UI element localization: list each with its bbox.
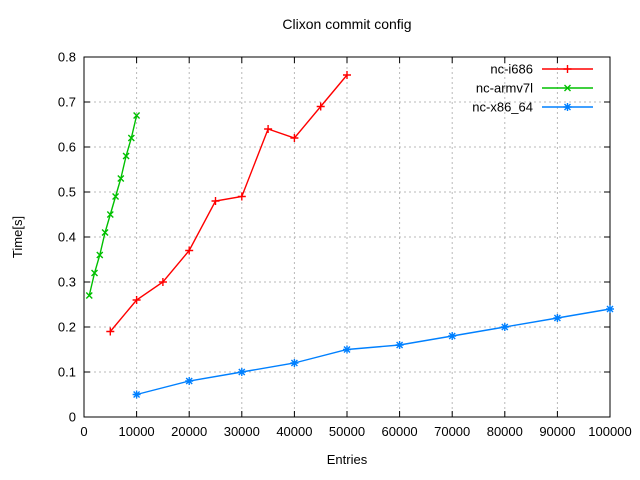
legend-marker-nc-armv7l <box>564 84 571 92</box>
x-tick-label: 0 <box>80 424 87 439</box>
y-tick-label: 0.4 <box>58 230 76 245</box>
x-tick-label: 30000 <box>224 424 260 439</box>
legend-label-nc-armv7l: nc-armv7l <box>476 81 533 96</box>
x-tick-label: 100000 <box>588 424 631 439</box>
data-point-marker-nc-x86_64 <box>343 345 351 354</box>
y-tick-label: 0.2 <box>58 320 76 335</box>
data-point-marker-nc-x86_64 <box>132 390 141 399</box>
data-point-marker-nc-i686 <box>185 246 194 255</box>
y-tick-label: 0.6 <box>58 140 76 155</box>
data-point-marker-nc-i686 <box>264 125 273 133</box>
data-point-marker-nc-armv7l <box>91 269 99 277</box>
data-point-marker-nc-x86_64 <box>606 305 614 313</box>
y-tick-label: 0.5 <box>58 185 76 200</box>
y-tick-label: 0.8 <box>58 50 76 65</box>
legend-marker-nc-i686 <box>563 65 572 73</box>
data-point-marker-nc-x86_64 <box>448 332 457 340</box>
series-line-nc-x86_64 <box>136 308 611 396</box>
data-point-marker-nc-i686 <box>211 197 220 205</box>
data-point-marker-nc-i686 <box>343 71 351 79</box>
x-tick-label: 80000 <box>487 424 523 439</box>
data-point-marker-nc-x86_64 <box>500 323 509 331</box>
x-tick-label: 60000 <box>382 424 418 439</box>
x-tick-label: 90000 <box>539 424 575 439</box>
data-point-marker-nc-i686 <box>106 327 115 336</box>
y-tick-label: 0.1 <box>58 365 76 380</box>
x-tick-label: 40000 <box>276 424 312 439</box>
data-point-marker-nc-x86_64 <box>237 368 246 376</box>
data-point-marker-nc-armv7l <box>127 134 135 142</box>
legend-label-nc-i686: nc-i686 <box>490 62 533 77</box>
data-point-marker-nc-armv7l <box>96 251 104 259</box>
chart-title: Clixon commit config <box>282 16 411 32</box>
data-point-marker-nc-x86_64 <box>290 359 299 367</box>
data-point-marker-nc-x86_64 <box>395 341 404 349</box>
data-point-marker-nc-armv7l <box>101 229 109 236</box>
x-tick-label: 70000 <box>434 424 470 439</box>
data-point-marker-nc-x86_64 <box>553 314 562 322</box>
data-point-marker-nc-armv7l <box>112 193 120 200</box>
legend-marker-nc-x86_64 <box>563 103 572 111</box>
series-line-nc-armv7l <box>88 115 138 296</box>
data-point-marker-nc-armv7l <box>133 112 141 119</box>
y-tick-label: 0.7 <box>58 95 76 110</box>
data-point-marker-nc-armv7l <box>85 292 93 299</box>
data-point-marker-nc-i686 <box>290 134 299 142</box>
data-point-marker-nc-i686 <box>158 278 167 286</box>
data-point-marker-nc-x86_64 <box>185 377 194 385</box>
data-point-marker-nc-i686 <box>237 192 246 201</box>
series-line-nc-i686 <box>109 74 348 332</box>
data-point-marker-nc-armv7l <box>122 152 130 160</box>
y-tick-label: 0.3 <box>58 275 76 290</box>
x-tick-label: 50000 <box>329 424 365 439</box>
data-point-marker-nc-armv7l <box>117 175 125 182</box>
x-tick-label: 10000 <box>119 424 155 439</box>
legend-label-nc-x86_64: nc-x86_64 <box>472 100 533 115</box>
y-tick-label: 0 <box>69 410 76 425</box>
data-point-marker-nc-i686 <box>316 102 325 111</box>
x-axis-label: Entries <box>327 452 368 467</box>
data-point-marker-nc-i686 <box>132 296 141 304</box>
y-axis-label: Time[s] <box>10 216 25 258</box>
x-tick-label: 20000 <box>171 424 207 439</box>
data-point-marker-nc-armv7l <box>106 211 114 218</box>
